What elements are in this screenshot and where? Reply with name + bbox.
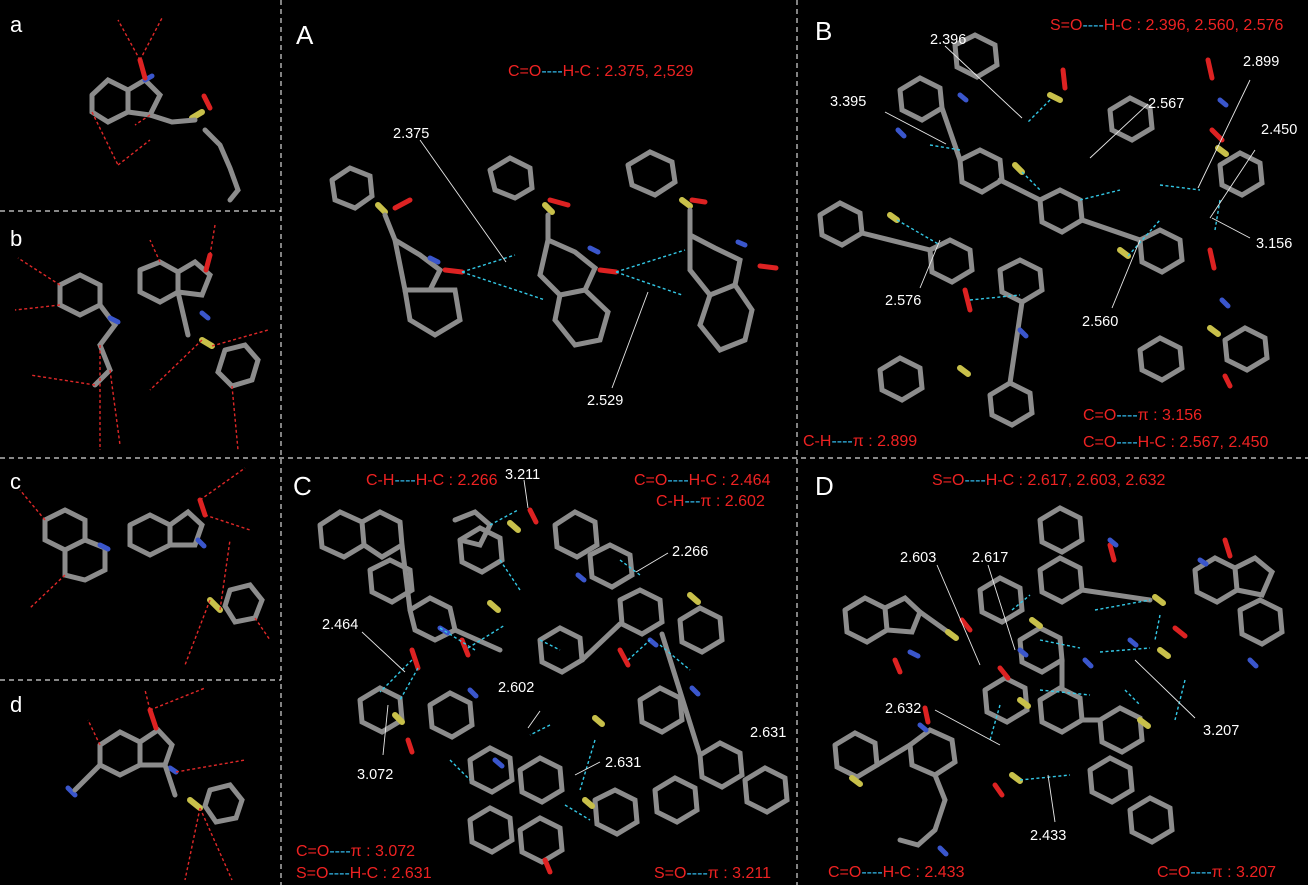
panel-C: C C-H----H-C : 2.266 C=O----H-C : 2.464 … xyxy=(293,467,790,882)
distance-B-8: 2.560 xyxy=(1082,314,1118,330)
caption-C-top-right-2: C-H---π : 2.602 xyxy=(656,493,765,510)
distance-B-4: 2.899 xyxy=(1243,54,1279,70)
caption-C-top-left: C-H----H-C : 2.266 xyxy=(366,472,498,489)
panel-label-A: A xyxy=(296,20,314,50)
distance-C-1: 3.211 xyxy=(505,467,540,483)
molecule-c xyxy=(19,467,271,666)
molecule-a xyxy=(89,17,241,203)
panel-A: A C=O----H-C : 2.375, 2,529 xyxy=(296,20,779,409)
panel-b: b xyxy=(10,224,269,451)
caption-D-top: S=O----H-C : 2.617, 2.603, 2.632 xyxy=(932,472,1166,489)
distance-C-5: 2.631 xyxy=(605,755,641,771)
distance-C-2: 2.266 xyxy=(672,544,708,560)
distance-C-7: 2.631 xyxy=(750,725,786,741)
molecule-d xyxy=(65,687,246,881)
molecule-D xyxy=(832,505,1285,857)
panel-label-a: a xyxy=(10,12,23,37)
distance-B-6: 3.156 xyxy=(1256,236,1292,252)
caption-B-bottom-right-1: C=O----π : 3.156 xyxy=(1083,407,1202,424)
panel-label-B: B xyxy=(815,16,832,46)
caption-A-top: C=O----H-C : 2.375, 2,529 xyxy=(508,63,694,80)
distance-A-2: 2.529 xyxy=(587,393,623,409)
caption-C-bottom-left-1: C=O----π : 3.072 xyxy=(296,843,415,860)
caption-C-bottom-right: S=O----π : 3.211 xyxy=(654,865,771,882)
panel-label-d: d xyxy=(10,692,22,717)
caption-D-bottom-left: C=O----H-C : 2.433 xyxy=(828,864,965,881)
panel-d: d xyxy=(10,687,246,881)
distance-B-5: 2.450 xyxy=(1261,122,1297,138)
panel-D: D S=O----H-C : 2.617, 2.603, 2.632 xyxy=(815,471,1285,881)
distance-D-3: 2.632 xyxy=(885,701,921,717)
distance-D-5: 2.433 xyxy=(1030,828,1066,844)
molecule-C xyxy=(317,507,790,875)
caption-C-top-right-1: C=O----H-C : 2.464 xyxy=(634,472,771,489)
distance-C-3: 2.464 xyxy=(322,617,358,633)
distance-C-6: 3.072 xyxy=(357,767,393,783)
distance-B-3: 2.567 xyxy=(1148,96,1184,112)
panel-a: a xyxy=(10,12,241,203)
distance-B-7: 2.576 xyxy=(885,293,921,309)
distance-B-2: 3.395 xyxy=(830,94,866,110)
caption-B-top: S=O----H-C : 2.396, 2.560, 2.576 xyxy=(1050,17,1284,34)
caption-B-bottom-right-2: C=O----H-C : 2.567, 2.450 xyxy=(1083,434,1269,451)
distance-C-4: 2.602 xyxy=(498,680,534,696)
panel-B: B S=O----H-C : 2.396, 2.560, 2.576 xyxy=(803,16,1297,451)
caption-C-bottom-left-2: S=O----H-C : 2.631 xyxy=(296,865,432,882)
panel-label-D: D xyxy=(815,471,834,501)
distance-D-4: 3.207 xyxy=(1203,723,1239,739)
panel-label-c: c xyxy=(10,469,21,494)
distance-B-1: 2.396 xyxy=(930,32,966,48)
caption-B-bottom-left: C-H----π : 2.899 xyxy=(803,433,917,450)
panel-label-b: b xyxy=(10,226,22,251)
molecule-A xyxy=(329,149,779,354)
panel-c: c xyxy=(10,467,271,666)
distance-D-1: 2.603 xyxy=(900,550,936,566)
molecule-b xyxy=(14,224,269,451)
distance-A-1: 2.375 xyxy=(393,126,429,142)
caption-D-bottom-right: C=O----π : 3.207 xyxy=(1157,864,1276,881)
distance-D-2: 2.617 xyxy=(972,550,1008,566)
panel-label-C: C xyxy=(293,471,312,501)
molecule-B xyxy=(817,32,1270,428)
